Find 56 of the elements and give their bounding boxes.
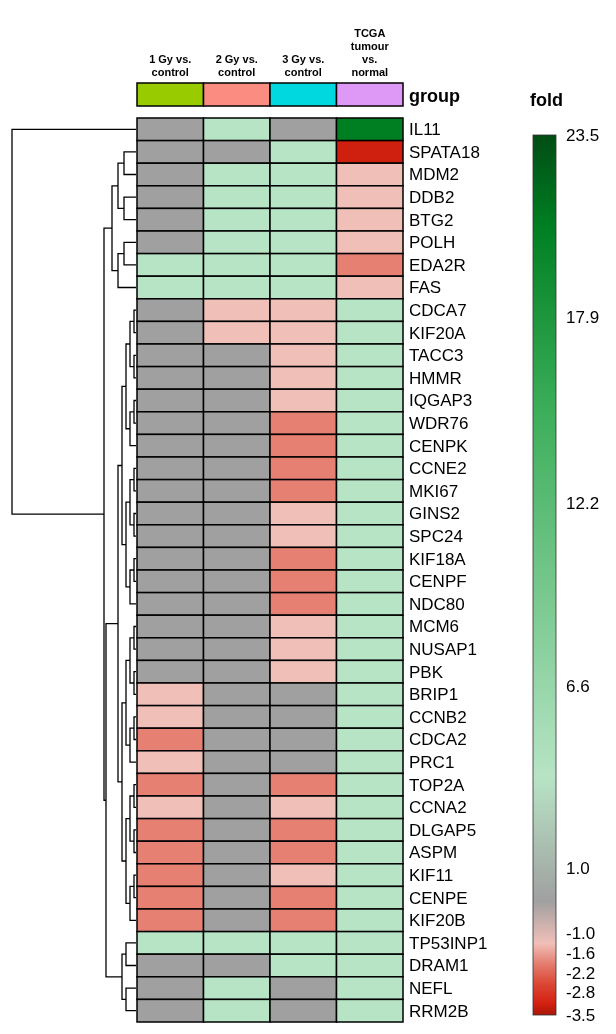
y-tick-label: SPATA18 [409, 142, 480, 162]
y-tick-label: KIF11 [409, 866, 454, 886]
y-tick-label: IL11 [409, 120, 441, 140]
color-bar-title: fold [530, 90, 563, 110]
color-bar-label: 6.6 [566, 676, 590, 696]
y-tick-label: FAS [409, 278, 442, 298]
color-bar-label: 23.5 [566, 125, 600, 145]
color-bar-label: -2.2 [566, 963, 596, 983]
color-bar-label: 17.9 [566, 308, 600, 328]
y-tick-label: IQGAP3 [409, 391, 473, 411]
y-tick-label: NEFL [409, 979, 453, 999]
x-tick-label: TCGA tumour vs. normal [350, 27, 390, 78]
y-tick-label: NDC80 [409, 594, 465, 614]
y-tick-label: PBK [409, 662, 444, 682]
y-tick-label: NUSAP1 [409, 640, 478, 660]
y-tick-label: GINS2 [409, 504, 461, 524]
y-tick-label: ASPM [409, 843, 458, 863]
color-bar-label: -3.5 [566, 1005, 596, 1025]
y-tick-label: KIF18A [409, 549, 467, 569]
y-tick-label: CENPK [409, 436, 469, 456]
y-tick-label: TOP2A [409, 775, 466, 795]
y-tick-label: EDA2R [409, 255, 466, 275]
y-tick-label: PRC1 [409, 753, 455, 773]
y-tick-label: CCNA2 [409, 798, 467, 818]
y-tick-label: MDM2 [409, 165, 460, 185]
y-tick-label: TP53INP1 [409, 933, 488, 953]
y-tick-label: TACC3 [409, 346, 464, 366]
x-tick-label: 1 Gy vs. control [149, 53, 192, 78]
text: group [409, 86, 460, 106]
y-tick-label: CCNB2 [409, 707, 467, 727]
color-bar-label: -1.0 [566, 924, 596, 944]
x-tick-label: 2 Gy vs. control [215, 53, 258, 78]
y-tick-label: BRIP1 [409, 685, 459, 705]
y-tick-label: DLGAP5 [409, 820, 477, 840]
color-bar-label: 1.0 [566, 859, 590, 879]
y-tick-label: SPC24 [409, 527, 463, 547]
y-tick-label: KIF20B [409, 911, 466, 931]
color-bar-label: -2.8 [566, 983, 596, 1003]
y-tick-label: DDB2 [409, 188, 455, 208]
y-tick-label: POLH [409, 233, 456, 253]
y-tick-label: CCNE2 [409, 459, 467, 479]
y-tick-label: WDR76 [409, 414, 469, 434]
y-tick-label: BTG2 [409, 210, 454, 230]
y-tick-label: RRM2B [409, 1001, 469, 1021]
y-tick-label: DRAM1 [409, 956, 469, 976]
y-tick-label: KIF20A [409, 323, 467, 343]
color-bar-label: 12.2 [566, 494, 600, 514]
y-tick-label: CDCA2 [409, 730, 467, 750]
y-tick-label: CENPF [409, 572, 467, 592]
y-tick-label: HMMR [409, 368, 462, 388]
y-tick-label: CDCA7 [409, 301, 467, 321]
y-tick-label: MKI67 [409, 481, 459, 501]
y-tick-label: MCM6 [409, 617, 460, 637]
y-tick-label: CENPE [409, 888, 468, 908]
x-tick-label: 3 Gy vs. control [282, 53, 325, 78]
color-bar-label: -1.6 [566, 944, 596, 964]
